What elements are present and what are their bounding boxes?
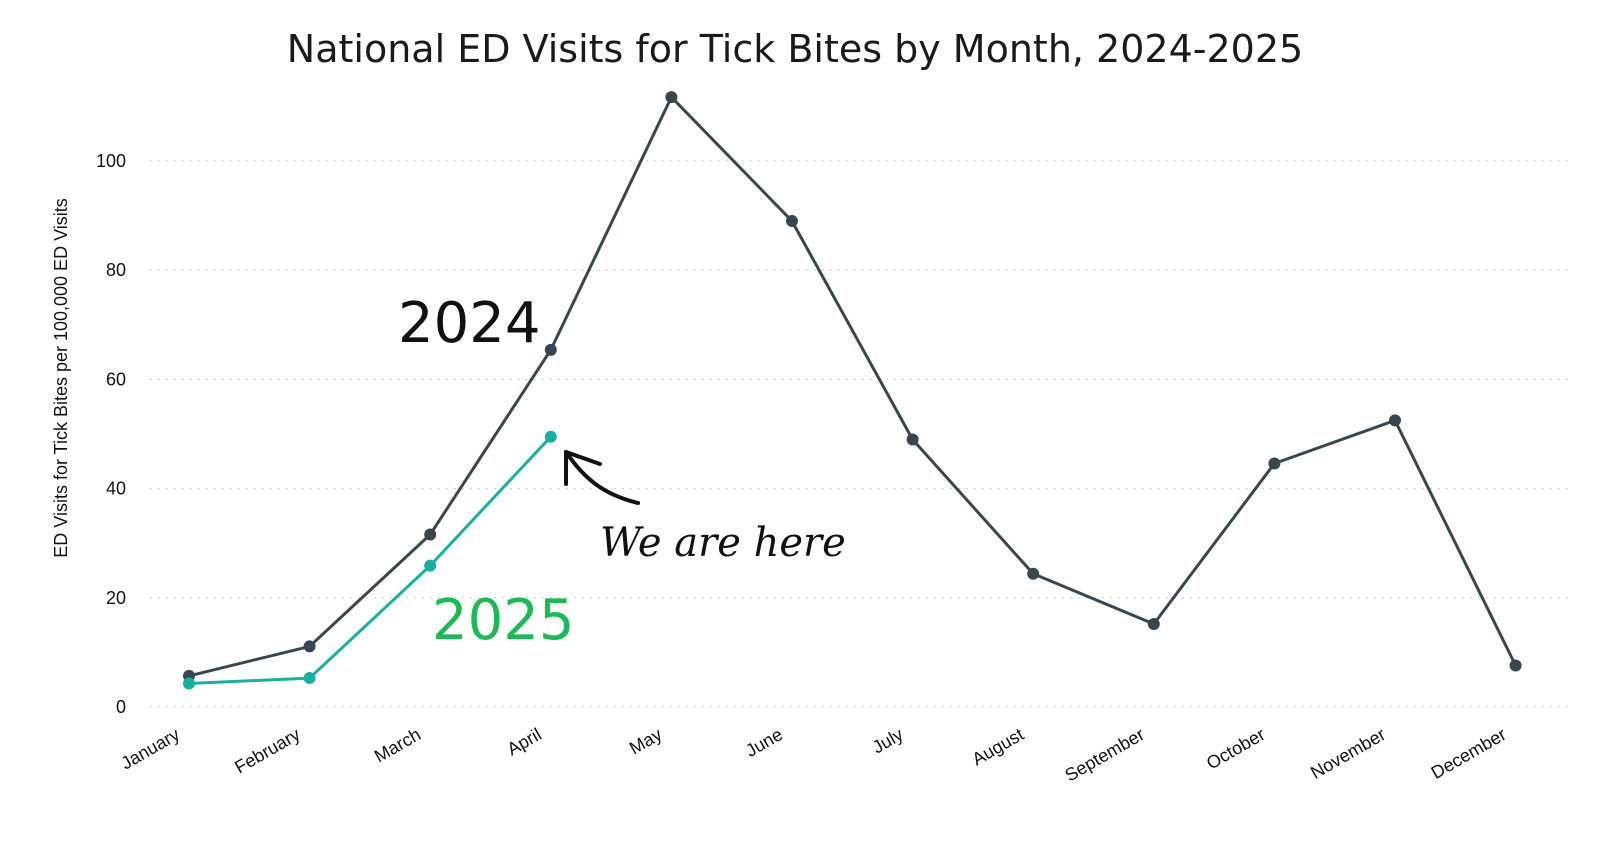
- point-2024-september: [1147, 618, 1160, 631]
- x-tick-label-march: March: [371, 724, 424, 766]
- y-tick-label-80: 80: [106, 260, 126, 280]
- point-2025-february: [303, 672, 316, 685]
- point-2024-december: [1509, 659, 1522, 672]
- point-2024-july: [906, 433, 919, 446]
- point-2024-november: [1389, 414, 1401, 427]
- chart-title: National ED Visits for Tick Bites by Mon…: [287, 27, 1303, 71]
- x-tick-label-january: January: [118, 724, 183, 773]
- series-label-2024: 2024: [398, 291, 541, 356]
- x-tick-label-november: November: [1307, 724, 1389, 783]
- x-tick-label-october: October: [1203, 724, 1268, 773]
- point-2024-february: [303, 640, 316, 653]
- x-tick-label-december: December: [1428, 724, 1510, 783]
- series-line-2024: [188, 95, 1517, 678]
- annotation-arrow: [564, 450, 640, 505]
- point-2025-january: [183, 677, 195, 690]
- y-tick-label-100: 100: [96, 151, 126, 171]
- point-2024-march: [424, 528, 437, 541]
- annotation-we-are-here: We are here: [600, 520, 846, 566]
- y-axis-ticks: 0 20 40 60 80 100: [96, 151, 126, 717]
- x-tick-label-september: September: [1062, 724, 1148, 785]
- point-2024-may: [665, 91, 678, 104]
- series-line-2025: [188, 435, 552, 685]
- x-tick-label-april: April: [504, 724, 545, 759]
- point-2024-august: [1027, 567, 1040, 580]
- y-tick-label-0: 0: [116, 697, 126, 717]
- point-2024-october: [1268, 457, 1281, 470]
- point-2025-april: [544, 430, 557, 443]
- point-2025-march: [424, 559, 437, 572]
- point-2024-april: [544, 343, 557, 356]
- y-tick-label-20: 20: [106, 588, 126, 608]
- x-tick-label-february: February: [231, 724, 303, 777]
- point-2024-june: [786, 215, 798, 228]
- series-label-2025: 2025: [432, 588, 575, 653]
- x-tick-label-august: August: [969, 724, 1028, 769]
- x-tick-label-may: May: [626, 724, 665, 758]
- x-axis-ticks: January February March April May June July Augu…: [118, 724, 1510, 785]
- y-tick-label-60: 60: [106, 369, 126, 389]
- x-tick-label-july: July: [869, 724, 907, 757]
- y-tick-label-40: 40: [106, 479, 126, 499]
- x-tick-label-june: June: [742, 724, 786, 761]
- series-layer: [183, 91, 1522, 690]
- y-axis-label: ED Visits for Tick Bites per 100,000 ED …: [51, 198, 71, 557]
- annotation-arrowhead: [564, 450, 602, 486]
